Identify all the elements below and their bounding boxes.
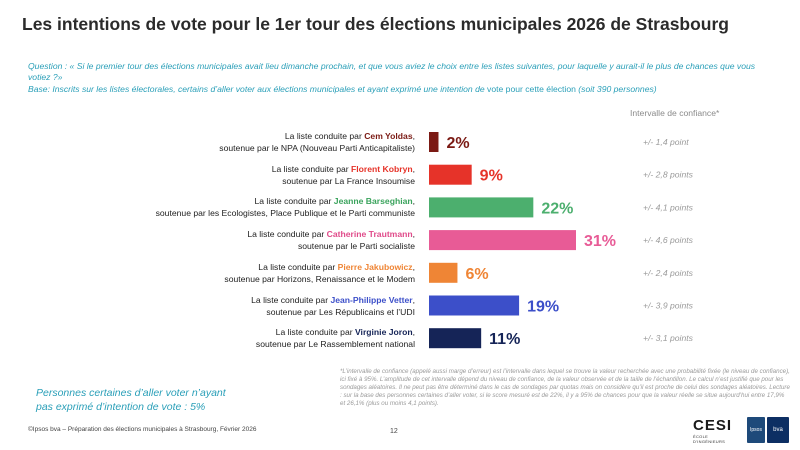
bar-value-label-6: 11% [489, 331, 520, 348]
bar-3 [429, 230, 576, 251]
row-label-line1: La liste conduite par Jean-Philippe Vett… [95, 294, 415, 306]
candidate-name: Virginie Joron [354, 327, 413, 338]
ci-value-6: +/- 3,1 points [643, 333, 694, 343]
row-label-support: soutenue par La France Insoumise [282, 175, 415, 186]
candidate-name: Jean-Philippe Vetter [330, 294, 413, 305]
row-label-6: La liste conduite par Virginie Joron, sou… [95, 326, 415, 350]
row-label-support: soutenue par Horizons, Renaissance et le… [224, 273, 415, 284]
candidate-name: Florent Kobryn [351, 163, 413, 174]
row-label-suffix: , [412, 163, 415, 174]
row-label-line1: La liste conduite par Cem Yoldas, [95, 130, 415, 142]
footnote: *L’intervalle de confiance (appelé aussi… [340, 368, 790, 407]
row-label-support: soutenue par le Parti socialiste [297, 241, 415, 252]
row-label-prefix: La liste conduite par [275, 327, 355, 338]
row-label-support: soutenue par Le Rassemblement national [255, 339, 415, 350]
bar-1 [429, 164, 472, 185]
base-prefix: Base: Inscrits sur les listes électorale… [28, 84, 488, 94]
bar-6 [429, 328, 482, 349]
bar-value-label-1: 9% [480, 168, 503, 185]
bar-value-label-2: 22% [541, 200, 573, 217]
row-label-suffix: , [412, 327, 415, 338]
row-label-2: La liste conduite par Jeanne Barseghian,… [95, 195, 415, 219]
cesi-logo-sub: ÉCOLE D'INGÉNIEURS [693, 434, 726, 444]
row-label-prefix: La liste conduite par [258, 261, 338, 272]
row-label-5: La liste conduite par Jean-Philippe Vett… [95, 294, 415, 318]
question-text: Question : « Si le premier tour des élec… [28, 61, 756, 82]
row-label-suffix: , [412, 131, 415, 141]
row-label-3: La liste conduite par Catherine Trautman… [95, 228, 415, 252]
cesi-logo: CESI ÉCOLE D'INGÉNIEURS [693, 417, 738, 445]
candidate-name: Cem Yoldas [364, 131, 413, 141]
candidate-name: Catherine Trautmann [326, 229, 413, 240]
bar-4 [429, 262, 458, 283]
ipsos-logo: Ipsos [747, 417, 765, 443]
ci-value-5: +/- 3,9 points [643, 301, 694, 311]
page-number: 12 [390, 428, 398, 435]
candidate-name: Pierre Jakubowicz [337, 261, 413, 272]
cesi-logo-text: CESI [693, 417, 733, 434]
row-label-prefix: La liste conduite par [271, 163, 352, 174]
base-suffix: (soit 390 personnes) [575, 84, 657, 94]
ci-value-3: +/- 4,6 points [643, 235, 694, 245]
ci-value-0: +/- 1,4 point [643, 137, 689, 147]
row-label-support: soutenue par les Ecologistes, Place Publ… [155, 208, 415, 219]
row-label-suffix: , [412, 196, 415, 207]
bar-value-label-4: 6% [465, 266, 488, 283]
footer-source: ©Ipsos bva – Préparation des élections m… [28, 426, 257, 433]
row-label-prefix: La liste conduite par [254, 196, 334, 207]
row-label-suffix: , [412, 294, 415, 305]
row-label-suffix: , [412, 261, 415, 272]
ci-value-2: +/- 4,1 points [643, 202, 694, 212]
row-label-line1: La liste conduite par Pierre Jakubowicz, [95, 261, 415, 273]
row-label-line1: La liste conduite par Jeanne Barseghian, [95, 195, 415, 207]
bar-value-label-0: 2% [446, 135, 469, 152]
ci-header: Intervalle de confiance* [630, 108, 720, 118]
base-text: Base: Inscrits sur les listes électorale… [28, 84, 773, 95]
bar-value-label-5: 19% [527, 299, 559, 316]
bva-logo: bva [767, 417, 789, 443]
row-label-suffix: , [412, 229, 415, 240]
row-label-prefix: La liste conduite par [247, 229, 327, 240]
row-label-1: La liste conduite par Florent Kobryn, sou… [95, 163, 415, 187]
persons-note-line2: pas exprimé d’intention de vote : 5% [36, 401, 206, 413]
row-label-support: soutenue par Les Républicains et l’UDI [266, 306, 415, 317]
persons-note-line1: Personnes certaines d’aller voter n’ayan… [36, 387, 226, 399]
row-label-line1: La liste conduite par Catherine Trautman… [95, 228, 415, 240]
ci-value-4: +/- 2,4 points [643, 268, 694, 278]
row-label-0: La liste conduite par Cem Yoldas, soutenu… [95, 130, 415, 154]
bar-5 [429, 295, 520, 316]
row-label-4: La liste conduite par Pierre Jakubowicz,… [95, 261, 415, 285]
bar-2 [429, 197, 534, 218]
ci-value-1: +/- 2,8 points [643, 170, 694, 180]
row-label-support: soutenue par le NPA (Nouveau Parti Antic… [219, 143, 415, 153]
row-label-prefix: La liste conduite par [251, 294, 331, 305]
page-title: Les intentions de vote pour le 1er tour … [22, 14, 729, 34]
candidate-name: Jeanne Barseghian [333, 196, 413, 207]
bar-value-label-3: 31% [584, 233, 616, 250]
persons-note: Personnes certaines d’aller voter n’ayan… [36, 386, 226, 414]
row-label-line1: La liste conduite par Virginie Joron, [95, 326, 415, 338]
row-label-prefix: La liste conduite par [284, 131, 365, 141]
bar-0 [429, 132, 439, 152]
row-label-line1: La liste conduite par Florent Kobryn, [95, 163, 415, 175]
base-bold: vote pour cette élection [487, 84, 576, 94]
